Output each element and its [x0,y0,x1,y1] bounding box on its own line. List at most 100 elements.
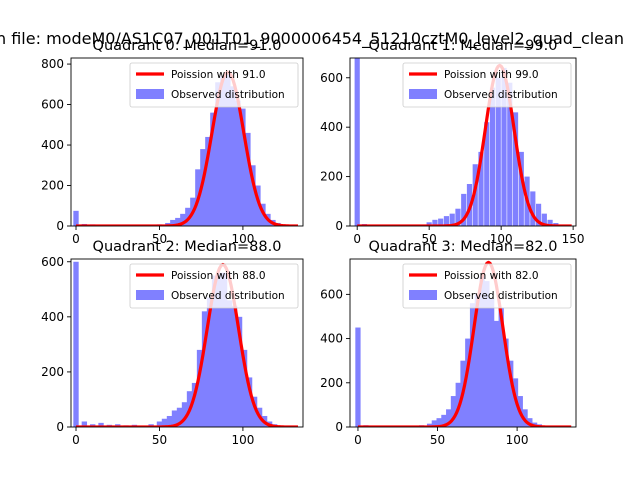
plot-area [354,58,572,226]
y-tick-label: 600 [41,98,64,112]
histogram-bar [512,112,519,226]
histogram-bar [156,421,163,427]
histogram-bar [455,208,461,226]
histogram-bar [443,216,450,226]
histogram-bar [216,272,223,427]
legend-label-observed: Observed distribution [444,89,558,101]
legend: Poission with 99.0 Observed distribution [402,62,572,108]
y-tick-label: 400 [320,120,343,134]
histogram-bar [479,276,485,427]
histogram-bar [495,77,501,226]
histogram-bar [176,407,183,427]
histogram-bar [220,76,226,226]
legend-bar-swatch [136,89,164,99]
y-tick-label: 200 [41,365,64,379]
histogram-bar [469,303,476,427]
plot-area [355,260,572,427]
histogram-bar [489,298,495,427]
histogram-bar [170,219,176,226]
histogram-bar [431,420,437,427]
legend-label-observed: Observed distribution [444,290,558,302]
histogram-bar [231,305,238,427]
histogram-bar [175,217,181,226]
histogram-bar [81,421,88,427]
y-tick-label: 400 [41,310,64,324]
x-tick-label: 0 [353,232,361,246]
y-tick-label: 200 [41,179,64,193]
histogram-bar [226,300,233,427]
histogram-bar [255,185,261,226]
histogram-bar [181,402,188,427]
histogram-bar [171,410,178,427]
histogram-bar [211,275,218,427]
legend-label-poisson: Poission with 91.0 [171,69,266,81]
y-tick-label: 0 [335,420,343,434]
panel-quadrant-1: Quadrant 1: Median=99.0 0 50 100 150 0 200 400 6… [320,38,584,246]
histogram-bar [438,218,444,226]
histogram-bar [245,132,251,226]
panel-title: Quadrant 0: Median=91.0 [93,38,282,54]
x-tick-label: 50 [152,232,167,246]
y-tick-label: 200 [320,376,343,390]
histogram-bar [484,281,490,427]
panel-title: Quadrant 2: Median=88.0 [93,239,282,255]
y-tick-label: 400 [320,332,343,346]
histogram-bar [436,418,442,427]
histogram-bar [507,82,513,226]
panel-title: Quadrant 3: Median=82.0 [369,239,558,255]
y-tick-label: 0 [56,420,64,434]
histogram-bar [250,165,256,226]
legend: Poission with 88.0 Observed distribution [129,263,299,309]
legend-bar-swatch [409,290,437,300]
y-tick-label: 600 [320,71,343,85]
histogram-bar [251,396,258,427]
histogram-bar [230,86,236,226]
histogram-bar [196,349,203,427]
legend-bar-swatch [409,89,437,99]
x-tick-label: 0 [72,232,80,246]
axes-frame [70,57,304,227]
histogram-bar [461,193,467,226]
histogram-bar [441,414,447,427]
plot-area [73,261,298,427]
x-tick-label: 100 [506,433,529,447]
histogram-bar [236,316,243,427]
histogram-bar [450,396,457,427]
axes-frame [349,57,577,227]
histogram-bar [241,349,248,427]
histogram-bar [206,297,213,427]
histogram-bar [501,67,507,226]
x-tick-label: 100 [490,232,513,246]
legend-box [129,263,299,309]
x-tick-label: 150 [562,232,585,246]
panel-quadrant-2: Quadrant 2: Median=88.0 0 50 100 0 200 400 600 P… [41,239,304,447]
y-tick-label: 200 [320,170,343,184]
legend-box [402,263,572,309]
histogram-bar [489,87,496,226]
legend-bar-swatch [136,290,164,300]
histogram-bar [354,58,360,226]
histogram-bar [426,222,432,226]
axes-frame [349,258,577,428]
panel-title: Quadrant 1: Median=99.0 [369,38,558,54]
histogram-bar [355,327,361,427]
histogram-bar [180,213,186,226]
x-tick-label: 50 [430,433,445,447]
histogram-bar [191,382,198,427]
y-tick-label: 0 [56,219,64,233]
histogram-bar [161,418,168,427]
y-tick-label: 600 [320,287,343,301]
legend: Poission with 82.0 Observed distribution [402,263,572,309]
histogram-bar [478,151,484,226]
legend: Poission with 91.0 Observed distribution [129,62,299,108]
y-tick-label: 0 [335,219,343,233]
histogram-bar [73,261,79,427]
histogram-bar [503,338,509,427]
histogram-bar [240,108,246,226]
x-tick-label: 0 [72,433,80,447]
legend-label-observed: Observed distribution [171,290,285,302]
histogram-bar [446,409,452,427]
histogram-bar [225,72,231,226]
histogram-bar [201,311,208,427]
